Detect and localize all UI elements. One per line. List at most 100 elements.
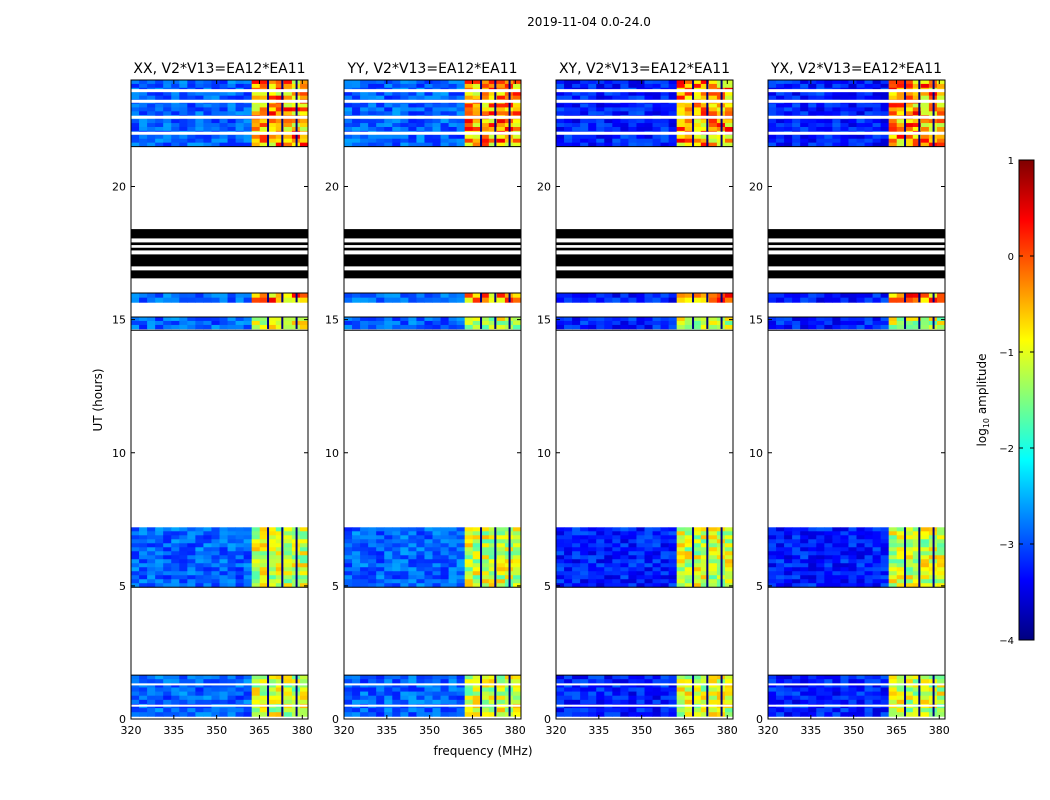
heatmap-cell (259, 695, 269, 701)
heatmap-cell (832, 683, 841, 688)
heatmap-cell (368, 123, 377, 128)
heatmap-cell (800, 691, 809, 697)
heatmap-cell (776, 119, 785, 124)
heatmap-cell (344, 559, 353, 564)
heatmap-cell (588, 683, 597, 688)
channel-gap (692, 80, 695, 147)
heatmap-cell (676, 111, 686, 116)
heatmap-cell (179, 547, 188, 552)
heatmap-cell (808, 103, 817, 108)
heatmap-cell (448, 324, 458, 330)
heatmap-cell (612, 324, 621, 330)
heatmap-cell (556, 324, 565, 330)
heatmap-cell (480, 699, 490, 705)
heatmap-cell (684, 563, 694, 568)
heatmap-cell (864, 126, 873, 132)
heatmap-cell (936, 320, 946, 326)
heatmap-cell (776, 567, 785, 572)
heatmap-cell (384, 111, 393, 116)
heatmap-cell (368, 535, 377, 540)
heatmap-cell (496, 531, 506, 536)
heatmap-cell (684, 683, 694, 688)
heatmap-cell (896, 712, 906, 717)
heatmap-cell (880, 571, 890, 576)
heatmap-cell (604, 297, 613, 303)
heatmap-cell (596, 316, 605, 322)
heatmap-cell (776, 142, 785, 147)
time-gap (344, 89, 521, 93)
heatmap-cell (684, 142, 694, 147)
heatmap-cell (776, 583, 785, 588)
heatmap-cell (864, 324, 873, 330)
heatmap-cell (620, 324, 629, 330)
heatmap-cell (872, 579, 882, 584)
heatmap-cell (480, 555, 490, 560)
heatmap-cell (724, 708, 734, 713)
heatmap-cell (816, 687, 825, 692)
heatmap-cell (235, 138, 245, 144)
heatmap-cell (872, 80, 882, 85)
heatmap-cell (840, 675, 849, 680)
heatmap-cell (620, 559, 629, 564)
heatmap-cell (800, 320, 809, 326)
heatmap-cell (155, 555, 164, 560)
heatmap-cell (832, 551, 841, 556)
heatmap-cell (564, 320, 573, 326)
heatmap-cell (187, 80, 196, 85)
heatmap-cell (187, 527, 196, 532)
heatmap-cell (864, 119, 873, 124)
heatmap-cell (620, 297, 629, 303)
heatmap-cell (195, 679, 204, 684)
heatmap-cell (496, 138, 506, 144)
heatmap-cell (856, 712, 865, 717)
heatmap-cell (668, 316, 678, 322)
heatmap-cell (440, 91, 449, 97)
heatmap-cell (904, 91, 914, 97)
heatmap-cell (384, 142, 393, 147)
heatmap-cell (588, 687, 597, 692)
heatmap-cell (768, 691, 777, 697)
heatmap-cell (840, 547, 849, 552)
heatmap-cell (872, 297, 882, 303)
y-tick-label: 5 (756, 580, 763, 593)
heatmap-cell (792, 712, 801, 717)
heatmap-cell (251, 119, 261, 124)
heatmap-cell (227, 695, 236, 701)
heatmap-cell (259, 126, 269, 132)
heatmap-cell (660, 324, 670, 330)
heatmap-cell (179, 543, 188, 548)
heatmap-cell (219, 691, 228, 697)
heatmap-cell (872, 138, 882, 144)
heatmap-cell (840, 539, 849, 544)
heatmap-cell (708, 551, 718, 556)
heatmap-cell (832, 691, 841, 697)
heatmap-cell (267, 551, 277, 556)
heatmap-cell (227, 119, 236, 124)
heatmap-cell (588, 527, 597, 532)
heatmap-cell (840, 571, 849, 576)
heatmap-cell (299, 683, 309, 688)
heatmap-cell (147, 583, 156, 588)
heatmap-cell (768, 708, 777, 713)
heatmap-cell (448, 555, 458, 560)
heatmap-cell (684, 675, 694, 680)
heatmap-cell (352, 583, 361, 588)
heatmap-cell (708, 83, 718, 89)
heatmap-cell (299, 675, 309, 680)
heatmap-cell (676, 138, 686, 144)
heatmap-cell (816, 695, 825, 701)
heatmap-cell (816, 138, 825, 144)
heatmap-cell (283, 579, 293, 584)
heatmap-cell (179, 80, 188, 85)
heatmap-cell (652, 107, 661, 112)
heatmap-cell (888, 316, 898, 322)
heatmap-cell (424, 297, 433, 303)
heatmap-cell (636, 555, 645, 560)
channel-gap (932, 675, 935, 717)
heatmap-cell (368, 559, 377, 564)
heatmap-cell (800, 539, 809, 544)
heatmap-cell (708, 107, 718, 112)
heatmap-cell (904, 712, 914, 717)
heatmap-cell (400, 691, 409, 697)
heatmap-cell (219, 91, 228, 97)
